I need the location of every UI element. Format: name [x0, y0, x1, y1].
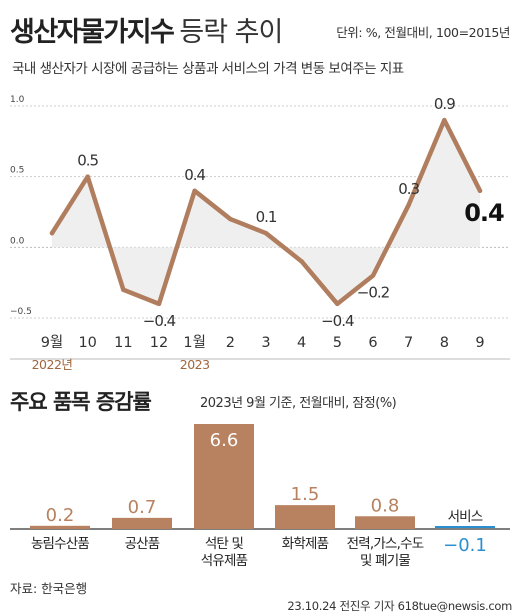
data-label: −0.4 [143, 312, 176, 330]
x-tick-label: 5 [333, 335, 342, 351]
category-label: 전력,가스,수도 [347, 536, 424, 552]
bar-value-label: −0.1 [443, 535, 487, 556]
year-label: 2023 [180, 357, 210, 372]
bar-value-label: 1.5 [291, 484, 320, 505]
data-point [263, 231, 269, 236]
data-point [121, 287, 126, 292]
data-point [49, 231, 55, 236]
x-tick-label: 1월 [183, 334, 206, 351]
section-note: 2023년 9월 기준, 전월대비, 잠정(%) [200, 396, 397, 411]
data-point [406, 202, 411, 208]
x-tick-label: 2 [226, 335, 235, 351]
x-tick-label: 6 [368, 335, 377, 351]
data-point [85, 174, 90, 179]
data-label: 0.4 [184, 166, 205, 184]
data-label: 0.9 [434, 95, 455, 113]
data-point [335, 301, 340, 307]
data-point [228, 216, 233, 222]
category-label: 및 폐기물 [360, 553, 410, 569]
bar [194, 424, 254, 529]
bar [275, 505, 335, 529]
line-chart: 1.00.50.0−0.50.5−0.40.40.1−0.4−0.20.30.9… [10, 95, 510, 372]
x-tick-label: 7 [404, 335, 413, 351]
section-title: 주요 품목 증감률 [10, 390, 152, 414]
x-tick-label: 10 [78, 335, 96, 351]
data-label: 0.5 [77, 152, 98, 170]
data-label: 0.3 [398, 180, 419, 198]
bar-value-label: 0.8 [371, 495, 400, 516]
x-tick-label: 12 [150, 335, 168, 351]
y-tick-label: 0.5 [10, 166, 24, 176]
source-note: 자료: 한국은행 [10, 581, 88, 596]
x-tick-label: 11 [114, 335, 132, 351]
data-point [370, 273, 376, 278]
data-label: 0.1 [256, 208, 277, 226]
data-point [192, 188, 197, 193]
bar [355, 516, 415, 529]
chart-title: 생산자물가지수 등락 추이 [10, 10, 283, 49]
bar-value-label: 0.7 [128, 497, 157, 518]
x-tick-label: 9월 [41, 334, 64, 351]
title-suffix: 등락 추이 [179, 17, 283, 48]
year-label: 2022년 [32, 357, 73, 372]
data-point [477, 188, 483, 193]
y-tick-label: −0.5 [10, 307, 32, 317]
x-tick-label: 8 [440, 335, 449, 351]
category-label: 석탄 및 [205, 536, 244, 552]
title-main: 생산자물가지수 [10, 17, 175, 48]
area-fill [52, 120, 480, 304]
category-label: 서비스 [448, 509, 483, 525]
bar-value-label: 6.6 [210, 430, 239, 451]
bar [112, 517, 172, 529]
bar-value-label: 0.2 [46, 505, 75, 526]
y-tick-label: 1.0 [10, 95, 25, 105]
data-label: 0.4 [464, 199, 504, 227]
category-label: 화학제품 [282, 536, 329, 552]
data-label: −0.2 [357, 284, 390, 302]
category-label: 석유제품 [201, 553, 248, 569]
data-label: −0.4 [321, 312, 354, 330]
credit-note: 23.10.24 전진우 기자 618tue@newsis.com [287, 599, 512, 613]
bar [30, 525, 90, 529]
data-point [442, 117, 447, 123]
y-tick-label: 0.0 [10, 236, 25, 246]
category-label: 농림수산품 [31, 536, 89, 552]
x-tick-label: 9 [475, 335, 484, 351]
unit-note: 단위: %, 전월대비, 100=2015년 [336, 25, 510, 40]
chart-description: 국내 생산자가 시장에 공급하는 상품과 서비스의 가격 변동 보여주는 지표 [12, 61, 404, 77]
data-point [156, 301, 162, 307]
category-label: 공산품 [125, 536, 160, 552]
x-tick-label: 3 [261, 335, 270, 351]
x-tick-label: 4 [297, 335, 306, 351]
data-point [299, 259, 304, 264]
